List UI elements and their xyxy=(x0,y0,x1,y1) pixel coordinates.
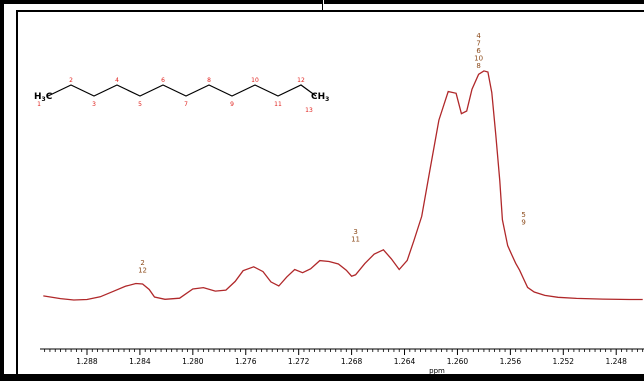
x-axis-minor-ticks xyxy=(44,349,644,352)
peak-annotation-label: 8 xyxy=(476,62,480,70)
peak-annotation-label: 9 xyxy=(521,219,525,227)
peak-annotation-label: 12 xyxy=(138,267,147,275)
peak-annotation-label: 3 xyxy=(353,228,357,236)
atom-number-label: 8 xyxy=(207,77,211,84)
atom-number-label: 7 xyxy=(184,101,188,108)
methyl-group-left: H3C xyxy=(34,92,53,103)
plot-border-top xyxy=(16,10,644,12)
x-tick-label: 1.272 xyxy=(288,357,310,366)
peak-annotation-label: 7 xyxy=(476,40,480,48)
peak-annotation-label: 6 xyxy=(476,47,481,55)
peak-annotation-label: 4 xyxy=(476,32,481,40)
methyl-right-subscript: 3 xyxy=(325,96,329,103)
frame-notch xyxy=(322,0,323,10)
x-tick-label: 1.276 xyxy=(235,357,257,366)
frame-border-bottom xyxy=(0,374,644,381)
x-axis-title: ppm xyxy=(429,367,445,375)
x-tick-label: 1.280 xyxy=(182,357,204,366)
x-tick-label: 1.284 xyxy=(129,357,151,366)
methyl-group-right: CH3 xyxy=(311,92,329,103)
peak-annotation-label: 5 xyxy=(521,211,525,219)
x-axis-major-ticks xyxy=(86,349,617,355)
x-tick-label: 1.256 xyxy=(500,357,522,366)
frame-gap xyxy=(322,0,324,4)
x-tick-label: 1.260 xyxy=(447,357,469,366)
x-axis-tick-labels: 1.288 1.284 1.280 1.276 1.272 1.268 1.264 1.260… xyxy=(76,357,627,366)
x-tick-label: 1.268 xyxy=(341,357,363,366)
plot-border-left xyxy=(16,10,18,374)
x-tick-label: 1.288 xyxy=(76,357,98,366)
methyl-left-c: C xyxy=(46,92,53,102)
peak-annotation-label: 2 xyxy=(140,259,144,267)
x-tick-label: 1.248 xyxy=(605,357,627,366)
carbon-chain-bond xyxy=(47,84,317,97)
atom-number-label: 9 xyxy=(230,101,234,108)
atom-number-label: 4 xyxy=(115,77,119,84)
atom-number-label: 5 xyxy=(138,101,142,108)
methyl-left-subscript: 3 xyxy=(42,96,46,103)
peak-annotation-label: 11 xyxy=(351,236,360,244)
atom-number-label: 3 xyxy=(92,101,96,108)
spectrum-line xyxy=(43,70,643,301)
atom-number-label: 12 xyxy=(297,77,305,84)
peak-annotation-label: 10 xyxy=(474,55,483,63)
atom-number-label: 2 xyxy=(69,77,73,84)
atom-number-label: 13 xyxy=(305,107,313,114)
methyl-left-h: H xyxy=(34,92,42,102)
x-tick-label: 1.252 xyxy=(553,357,575,366)
atom-number-label: 1 xyxy=(37,101,41,108)
x-tick-label: 1.264 xyxy=(394,357,416,366)
frame-border-left xyxy=(0,0,4,381)
atom-number-label: 11 xyxy=(274,101,282,108)
atom-number-label: 6 xyxy=(161,77,165,84)
atom-number-label: 10 xyxy=(251,77,259,84)
methyl-right-ch: CH xyxy=(311,92,325,102)
